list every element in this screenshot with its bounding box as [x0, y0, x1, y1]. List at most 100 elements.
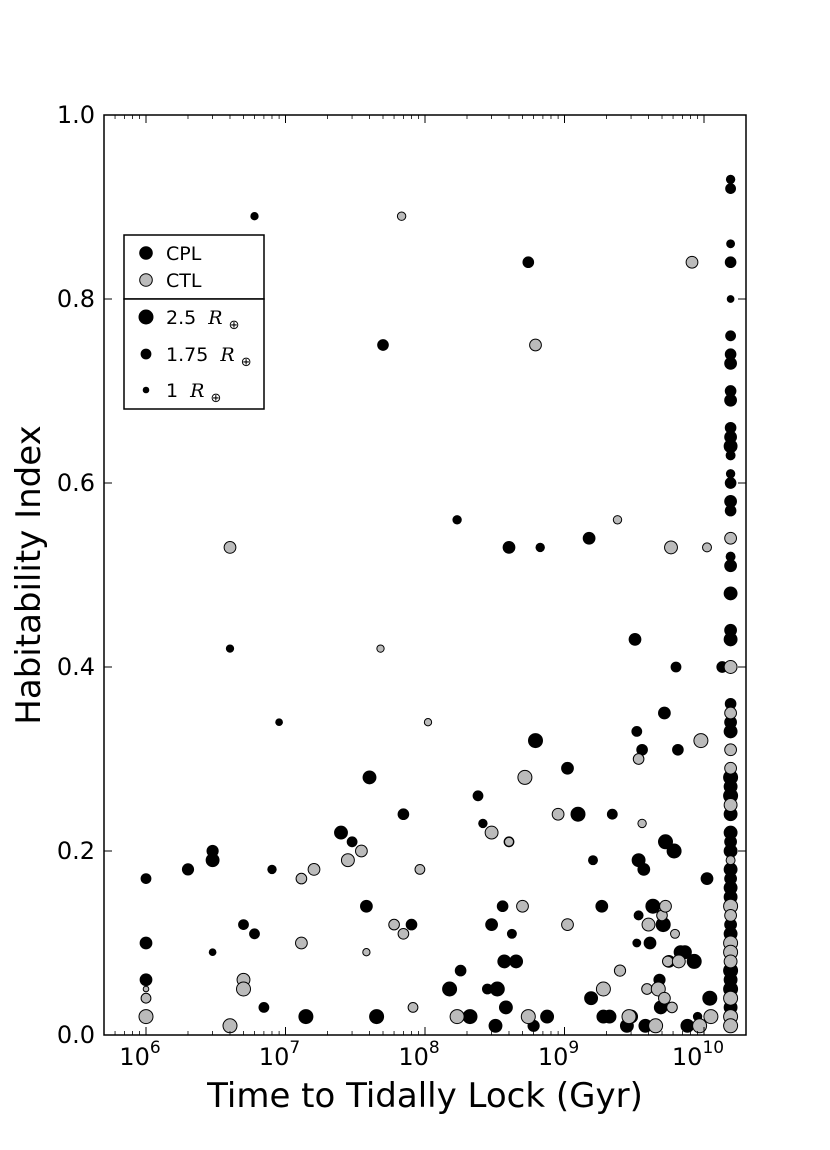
ctl-point-21 [484, 825, 499, 840]
ctl-point-13 [376, 644, 385, 653]
ctl-point-22 [504, 836, 514, 847]
legend-size-medium-sub: ⊕ [241, 355, 252, 370]
series-cpl [139, 174, 739, 1033]
cpl-point-88 [725, 330, 736, 342]
cpl-point-3 [181, 863, 195, 876]
cpl-point-103 [723, 586, 738, 601]
cpl-point-69 [658, 706, 671, 720]
cpl-point-70 [658, 834, 673, 850]
cpl-point-17 [360, 899, 373, 913]
ctl-point-57 [723, 798, 738, 812]
cpl-point-46 [570, 806, 586, 822]
y-tick-label-4: 0.8 [57, 285, 95, 313]
cpl-point-56 [628, 633, 642, 646]
legend-size-small-sub: ⊕ [211, 391, 222, 406]
ctl-point-19 [423, 718, 433, 727]
cpl-point-60 [633, 910, 644, 921]
x-tick-base-4: 10 [672, 1043, 703, 1071]
ctl-point-40 [658, 991, 671, 1005]
cpl-point-36 [502, 541, 516, 554]
y-axis-title: Habitability Index [9, 425, 49, 724]
cpl-point-11 [258, 1002, 270, 1013]
cpl-point-7 [225, 644, 235, 653]
cpl-point-13 [275, 718, 283, 727]
ctl-point-49 [693, 733, 709, 749]
ctl-point-34 [637, 818, 647, 829]
cpl-point-45 [561, 761, 574, 775]
x-tick-label-1: 107 [259, 1038, 300, 1071]
y-tick-label-5: 1.0 [57, 101, 95, 129]
cpl-point-84 [725, 183, 736, 195]
ctl-point-23 [516, 899, 529, 913]
cpl-point-102 [724, 559, 737, 573]
cpl-point-74 [672, 743, 684, 756]
ctl-point-47 [685, 255, 699, 269]
cpl-point-8 [238, 919, 249, 930]
cpl-point-12 [267, 864, 277, 875]
cpl-point-87 [726, 295, 735, 303]
ctl-point-37 [648, 1018, 664, 1034]
legend-label-ctl: CTL [166, 270, 202, 292]
legend-size-large-sub: ⊕ [229, 318, 240, 333]
ctl-point-44 [666, 1001, 678, 1014]
legend-marker-size-medium [140, 348, 152, 360]
ctl-point-8 [295, 936, 308, 950]
ctl-point-15 [396, 211, 407, 221]
x-tick-exp-3: 9 [568, 1038, 579, 1058]
cpl-point-64 [643, 936, 657, 950]
cpl-point-25 [454, 964, 467, 977]
cpl-point-86 [724, 256, 737, 269]
cpl-point-1 [139, 936, 153, 950]
x-tick-exp-2: 8 [429, 1038, 440, 1058]
cpl-point-96 [725, 450, 736, 461]
ctl-point-20 [449, 1009, 465, 1025]
cpl-point-48 [584, 991, 599, 1006]
cpl-point-73 [670, 661, 682, 673]
cpl-point-98 [724, 477, 737, 489]
ctl-point-3 [223, 541, 237, 554]
x-tick-exp-4: 10 [702, 1038, 724, 1058]
x-tick-exp-0: 6 [150, 1038, 161, 1058]
ctl-point-30 [612, 515, 623, 525]
ctl-point-9 [307, 863, 321, 876]
ctl-point-18 [414, 864, 426, 875]
cpl-point-28 [478, 818, 488, 829]
ctl-point-1 [140, 992, 152, 1004]
cpl-point-39 [509, 954, 524, 969]
ctl-point-29 [595, 981, 611, 997]
ctl-point-17 [407, 1002, 419, 1013]
cpl-point-30 [485, 918, 498, 931]
ctl-point-7 [295, 872, 308, 885]
cpl-point-26 [462, 1009, 478, 1025]
ctl-point-46 [671, 954, 686, 969]
ctl-point-53 [723, 660, 738, 674]
legend-marker-size-small [142, 386, 150, 394]
legend-size-medium-unit: R [219, 344, 234, 366]
cpl-point-6 [208, 948, 217, 957]
ctl-point-42 [661, 955, 674, 968]
legend-size-large-unit: R [207, 307, 222, 329]
ctl-point-6 [236, 981, 251, 997]
cpl-point-57 [631, 726, 643, 737]
ctl-point-27 [551, 807, 565, 821]
legend-marker-size-large [138, 309, 154, 325]
cpl-point-2 [139, 973, 153, 987]
ctl-point-28 [561, 918, 574, 931]
ctl-point-66 [723, 1018, 739, 1034]
legend-size-large-value: 2.5 [166, 307, 196, 329]
x-tick-base-0: 10 [119, 1043, 150, 1071]
legend-label-size-medium: 1.75 R ⊕ [166, 344, 252, 370]
cpl-point-78 [686, 953, 702, 969]
cpl-point-81 [702, 990, 718, 1006]
cpl-point-34 [497, 954, 512, 969]
cpl-point-32 [489, 981, 505, 997]
cpl-point-80 [700, 872, 714, 885]
cpl-point-24 [452, 515, 462, 525]
cpl-point-52 [602, 1009, 617, 1024]
cpl-point-47 [582, 531, 596, 545]
cpl-point-40 [522, 256, 535, 269]
points-layer [138, 174, 739, 1034]
cpl-point-22 [405, 918, 418, 931]
